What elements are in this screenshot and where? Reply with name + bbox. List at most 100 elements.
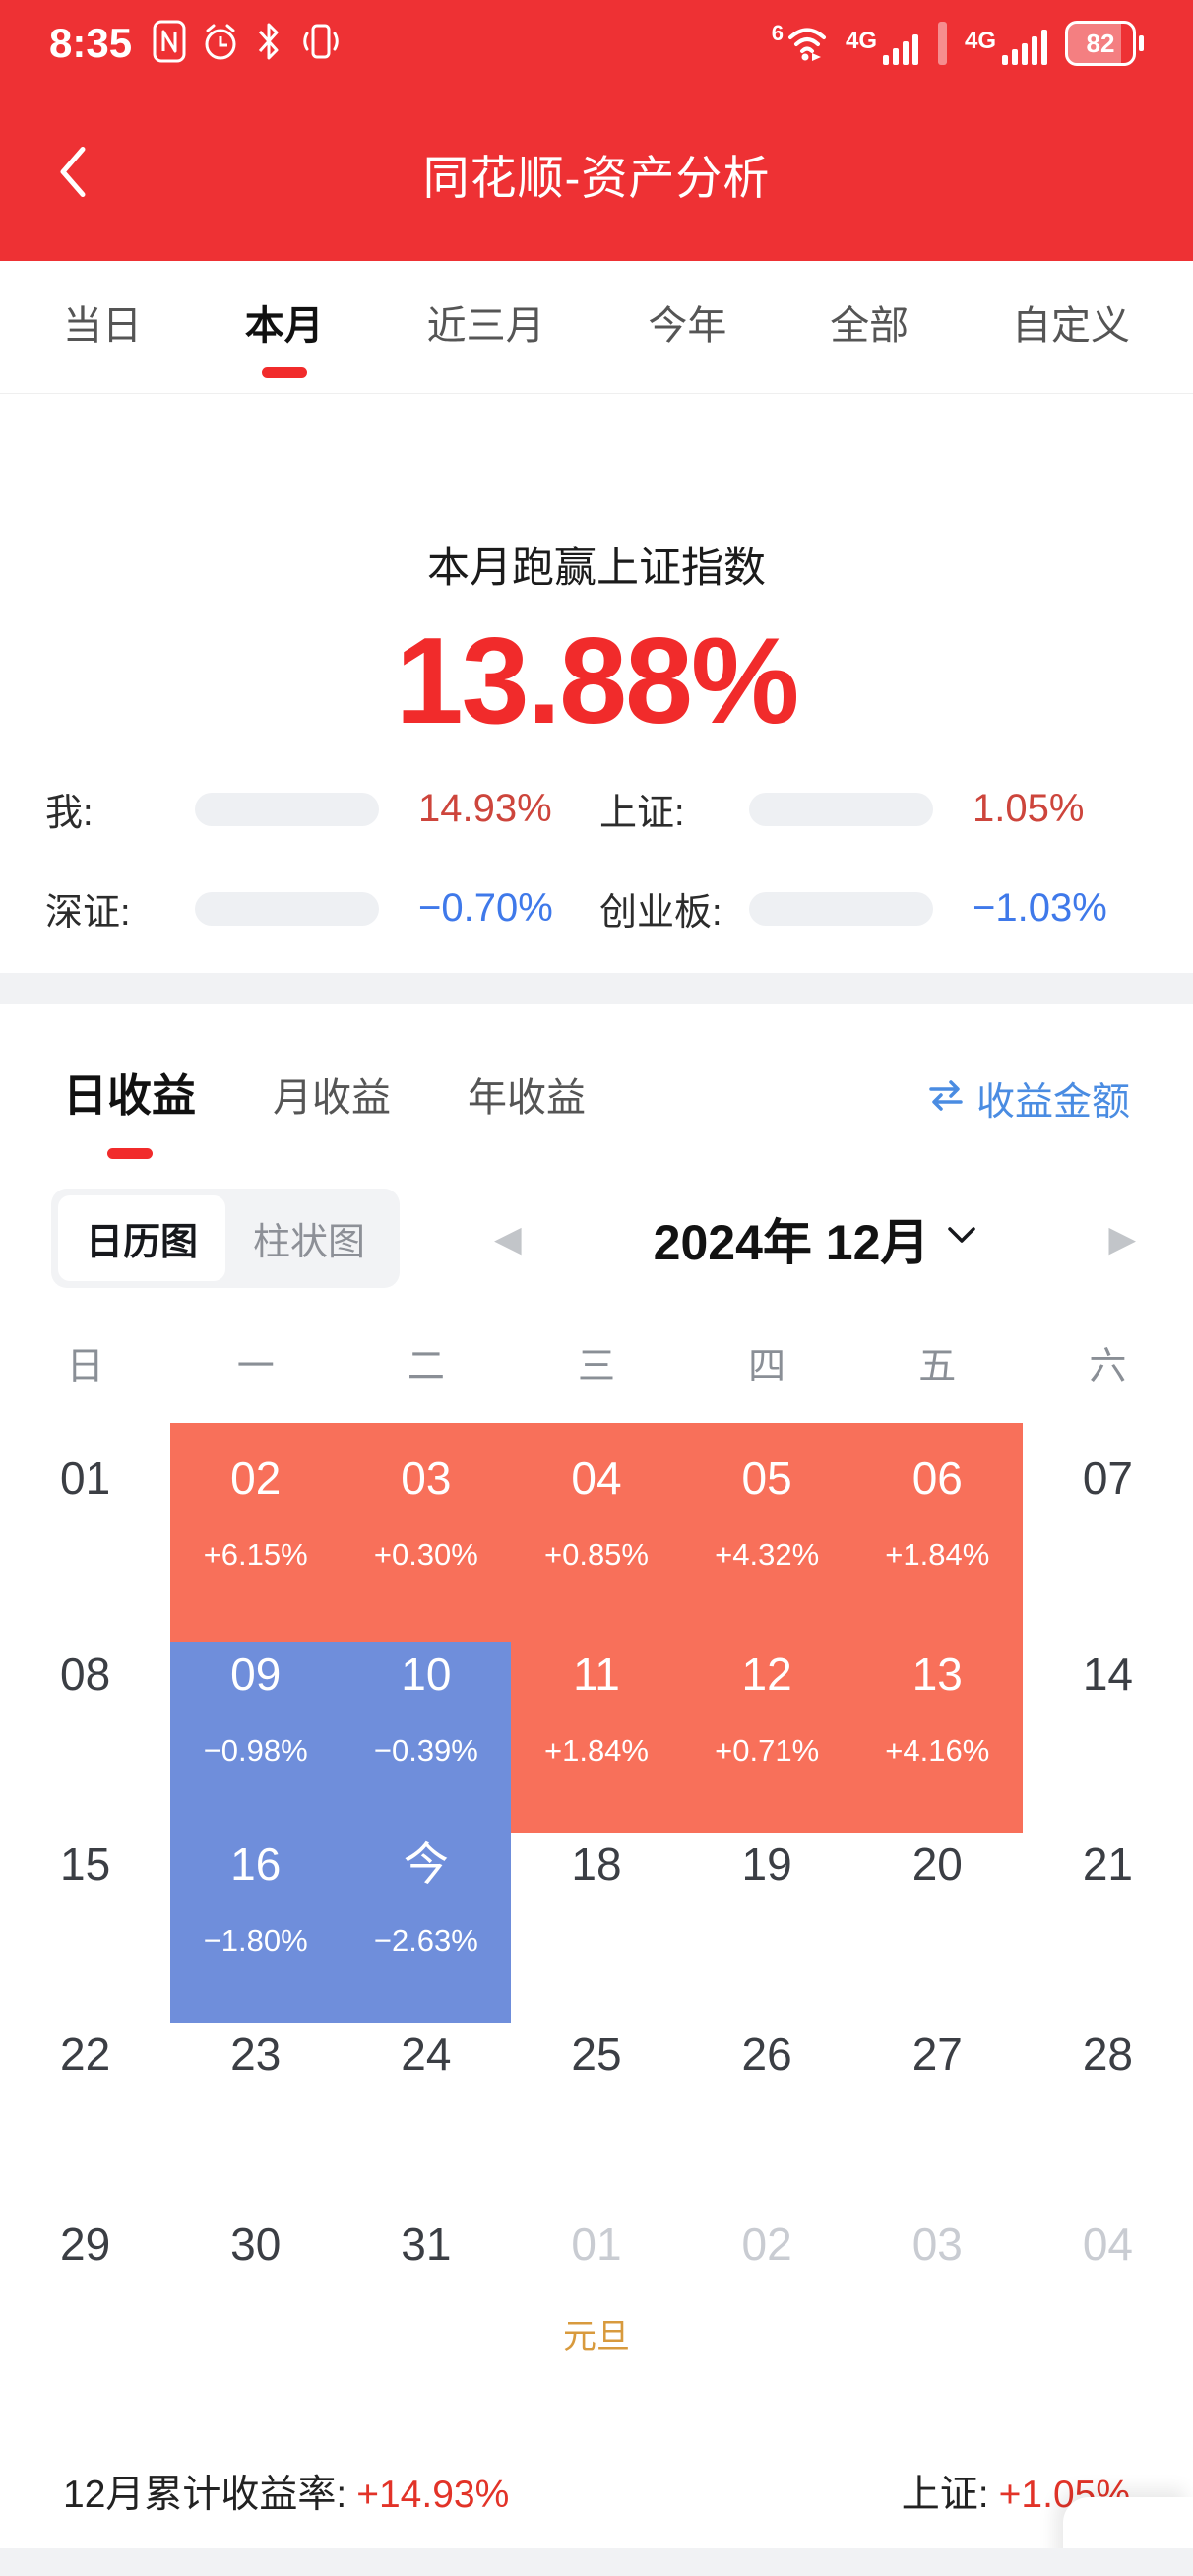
- calendar-day[interactable]: 20: [911, 1838, 963, 1890]
- tab-daily-income[interactable]: 日收益: [63, 1060, 196, 1159]
- bluetooth-icon: [254, 18, 283, 70]
- calendar-day[interactable]: 05 +4.32%: [681, 1423, 852, 1642]
- compare-label: 上证:: [599, 793, 685, 834]
- calendar-day[interactable]: 26: [741, 2029, 792, 2080]
- weekday-label: 四: [748, 1346, 786, 1387]
- compare-row-shanghai: 上证: 1.05%: [599, 782, 1134, 836]
- tab-current-day[interactable]: 当日: [63, 304, 142, 348]
- tab-this-year[interactable]: 今年: [648, 304, 727, 348]
- battery-icon: 82: [1065, 21, 1144, 66]
- calendar-day[interactable]: 08: [59, 1648, 111, 1700]
- compare-row-shenzhen: 深证: −0.70%: [45, 881, 580, 935]
- calendar-day[interactable]: 29: [59, 2219, 111, 2270]
- return-calendar: 01 02 +6.15% 03 +0.30% 04 +0.85% 05 +4.32% 0…: [0, 1423, 1193, 2403]
- progress-track: [749, 792, 933, 826]
- progress-track: [749, 891, 933, 926]
- index-return-label: 上证:: [901, 2474, 989, 2516]
- calendar-day[interactable]: 02 +6.15%: [170, 1423, 342, 1642]
- progress-track: [195, 891, 379, 926]
- index-compare-grid: 我: 14.93% 上证: 1.05% 深证: −0.70% 创业板: −1.0…: [0, 782, 1193, 935]
- calendar-day[interactable]: 23: [230, 2029, 282, 2080]
- calendar-day-next-month[interactable]: 03: [911, 2219, 963, 2270]
- swap-arrows-icon: [927, 1077, 965, 1121]
- calendar-day[interactable]: 01: [59, 1452, 111, 1504]
- cumulative-return: 12月累计收益率: +14.93%: [63, 2464, 509, 2519]
- next-month-button[interactable]: ▶: [1108, 1217, 1136, 1258]
- calendar-day[interactable]: 06 +1.84%: [851, 1423, 1023, 1642]
- calendar-day[interactable]: 31: [401, 2219, 452, 2270]
- tab-custom[interactable]: 自定义: [1011, 304, 1130, 348]
- period-label: 2024年 12月: [653, 1214, 930, 1270]
- calendar-day[interactable]: 10 −0.39%: [341, 1642, 512, 1833]
- calendar-day[interactable]: 14: [1082, 1648, 1133, 1700]
- vibrate-icon: [297, 18, 345, 70]
- status-bar: 8:35 6 4G 4G 82: [0, 0, 1193, 87]
- calendar-day[interactable]: 16 −1.80%: [170, 1833, 342, 2023]
- calendar-day-next-month[interactable]: 01 元旦: [562, 2219, 630, 2355]
- compare-row-chinext: 创业板: −1.03%: [599, 881, 1134, 935]
- back-button[interactable]: [57, 144, 87, 204]
- calendar-day-next-month[interactable]: 02: [741, 2219, 792, 2270]
- compare-row-me: 我: 14.93%: [45, 782, 580, 836]
- sim-divider: [937, 22, 947, 65]
- bottom-section-strip: [0, 2548, 1193, 2576]
- weekday-label: 三: [577, 1346, 615, 1387]
- weekday-header: 日 一 二 三 四 五 六: [0, 1335, 1193, 1389]
- compare-label: 创业板:: [599, 892, 722, 934]
- toggle-income-amount-label: 收益金额: [975, 1081, 1130, 1124]
- calendar-day[interactable]: 15: [59, 1838, 111, 1890]
- monthly-summary-footer: 12月累计收益率: +14.93% 上证: +1.05%: [0, 2464, 1193, 2519]
- compare-value: 14.93%: [418, 787, 552, 830]
- toggle-income-amount[interactable]: 收益金额: [927, 1071, 1130, 1127]
- tab-three-months[interactable]: 近三月: [426, 304, 545, 348]
- calendar-week: 01 02 +6.15% 03 +0.30% 04 +0.85% 05 +4.32% 0…: [0, 1423, 1193, 1642]
- calendar-day[interactable]: 21: [1082, 1838, 1133, 1890]
- calendar-day[interactable]: 13 +4.16%: [851, 1642, 1023, 1833]
- calendar-day[interactable]: 09 −0.98%: [170, 1642, 342, 1833]
- weekday-label: 一: [236, 1346, 275, 1387]
- calendar-day[interactable]: 19: [741, 1838, 792, 1890]
- segment-bar-view[interactable]: 柱状图: [253, 1222, 366, 1263]
- wifi-icon: 6: [772, 23, 830, 64]
- calendar-day[interactable]: 11 +1.84%: [511, 1642, 682, 1833]
- calendar-day[interactable]: 18: [571, 1838, 622, 1890]
- calendar-day[interactable]: 12 +0.71%: [681, 1642, 852, 1833]
- calendar-day-next-month[interactable]: 04: [1082, 2219, 1133, 2270]
- calendar-day[interactable]: 03 +0.30%: [341, 1423, 512, 1642]
- nav-bar: 同花顺-资产分析: [0, 87, 1193, 261]
- compare-value: −1.03%: [973, 886, 1107, 930]
- clock-time: 8:35: [49, 20, 133, 66]
- nfc-icon: [152, 18, 187, 70]
- view-segmented-control: 日历图 柱状图: [51, 1189, 401, 1288]
- calendar-day[interactable]: 07: [1082, 1452, 1133, 1504]
- calendar-day[interactable]: 25: [571, 2029, 622, 2080]
- summary-headline: 本月跑赢上证指数: [427, 545, 766, 592]
- tab-monthly-income[interactable]: 月收益: [273, 1076, 392, 1120]
- battery-percent: 82: [1086, 29, 1115, 58]
- cumulative-return-label: 12月累计收益率:: [63, 2474, 347, 2516]
- calendar-day[interactable]: 22: [59, 2029, 111, 2080]
- tab-yearly-income[interactable]: 年收益: [468, 1076, 587, 1120]
- calendar-week: 22 23 24 25 26 27 28: [0, 2023, 1193, 2213]
- calendar-day[interactable]: 30: [230, 2219, 282, 2270]
- prev-month-button[interactable]: ◀: [494, 1217, 522, 1258]
- compare-label: 深证:: [45, 892, 131, 934]
- status-icons-left: [152, 18, 345, 70]
- holiday-label: 元旦: [562, 2318, 630, 2355]
- calendar-day[interactable]: 04 +0.85%: [511, 1423, 682, 1642]
- tab-all[interactable]: 全部: [830, 304, 910, 348]
- compare-value: 1.05%: [973, 787, 1085, 830]
- segment-calendar-view[interactable]: 日历图: [58, 1195, 226, 1281]
- chart-controls: 日历图 柱状图 ◀ 2024年 12月 ▶: [0, 1189, 1193, 1288]
- calendar-day[interactable]: 24: [401, 2029, 452, 2080]
- calendar-day[interactable]: 27: [911, 2029, 963, 2080]
- weekday-label: 日: [66, 1346, 104, 1387]
- battery-fill: [1068, 24, 1122, 63]
- period-selector[interactable]: 2024年 12月: [654, 1203, 977, 1274]
- calendar-day[interactable]: 28: [1082, 2029, 1133, 2080]
- compare-label: 我:: [45, 793, 94, 834]
- calendar-day-today[interactable]: 今 −2.63%: [341, 1833, 512, 2023]
- tab-this-month[interactable]: 本月: [245, 272, 324, 382]
- signal-icon-sim1: 4G: [846, 20, 920, 67]
- chevron-down-icon: [947, 1226, 976, 1251]
